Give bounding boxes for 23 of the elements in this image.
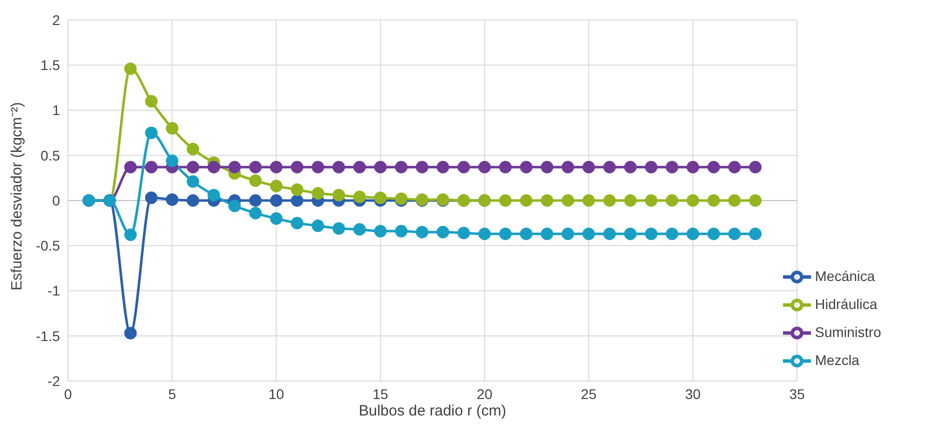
y-tick-label: -2 bbox=[48, 372, 60, 389]
y-tick-label: -0.5 bbox=[36, 238, 60, 254]
y-tick-label: 1.5 bbox=[40, 57, 60, 74]
x-tick-label: 20 bbox=[476, 386, 493, 402]
y-tick-label: -1.5 bbox=[36, 328, 60, 344]
x-axis-title: Bulbos de radio r (cm) bbox=[358, 402, 506, 420]
y-axis-title: Esfuerzo desviador (kgcm⁻²) bbox=[8, 102, 26, 290]
x-tick-label: 5 bbox=[168, 386, 176, 402]
y-tick-label: 0.5 bbox=[40, 147, 60, 164]
x-tick-label: 15 bbox=[372, 386, 388, 402]
legend-label: Suministro bbox=[815, 324, 882, 340]
legend-label: Mezcla bbox=[815, 352, 860, 368]
x-tick-label: 35 bbox=[789, 386, 805, 402]
x-tick-label: 10 bbox=[268, 386, 284, 402]
x-tick-label: 0 bbox=[64, 386, 72, 402]
y-tick-label: 2 bbox=[52, 12, 60, 28]
legend-label: Mecánica bbox=[815, 268, 875, 284]
x-tick-label: 25 bbox=[580, 386, 597, 402]
y-tick-label: -1 bbox=[48, 282, 60, 299]
x-tick-label: 30 bbox=[685, 386, 701, 402]
y-tick-label: 1 bbox=[52, 102, 60, 118]
y-tick-label: 0 bbox=[52, 192, 60, 208]
legend-label: Hidráulica bbox=[815, 296, 878, 312]
